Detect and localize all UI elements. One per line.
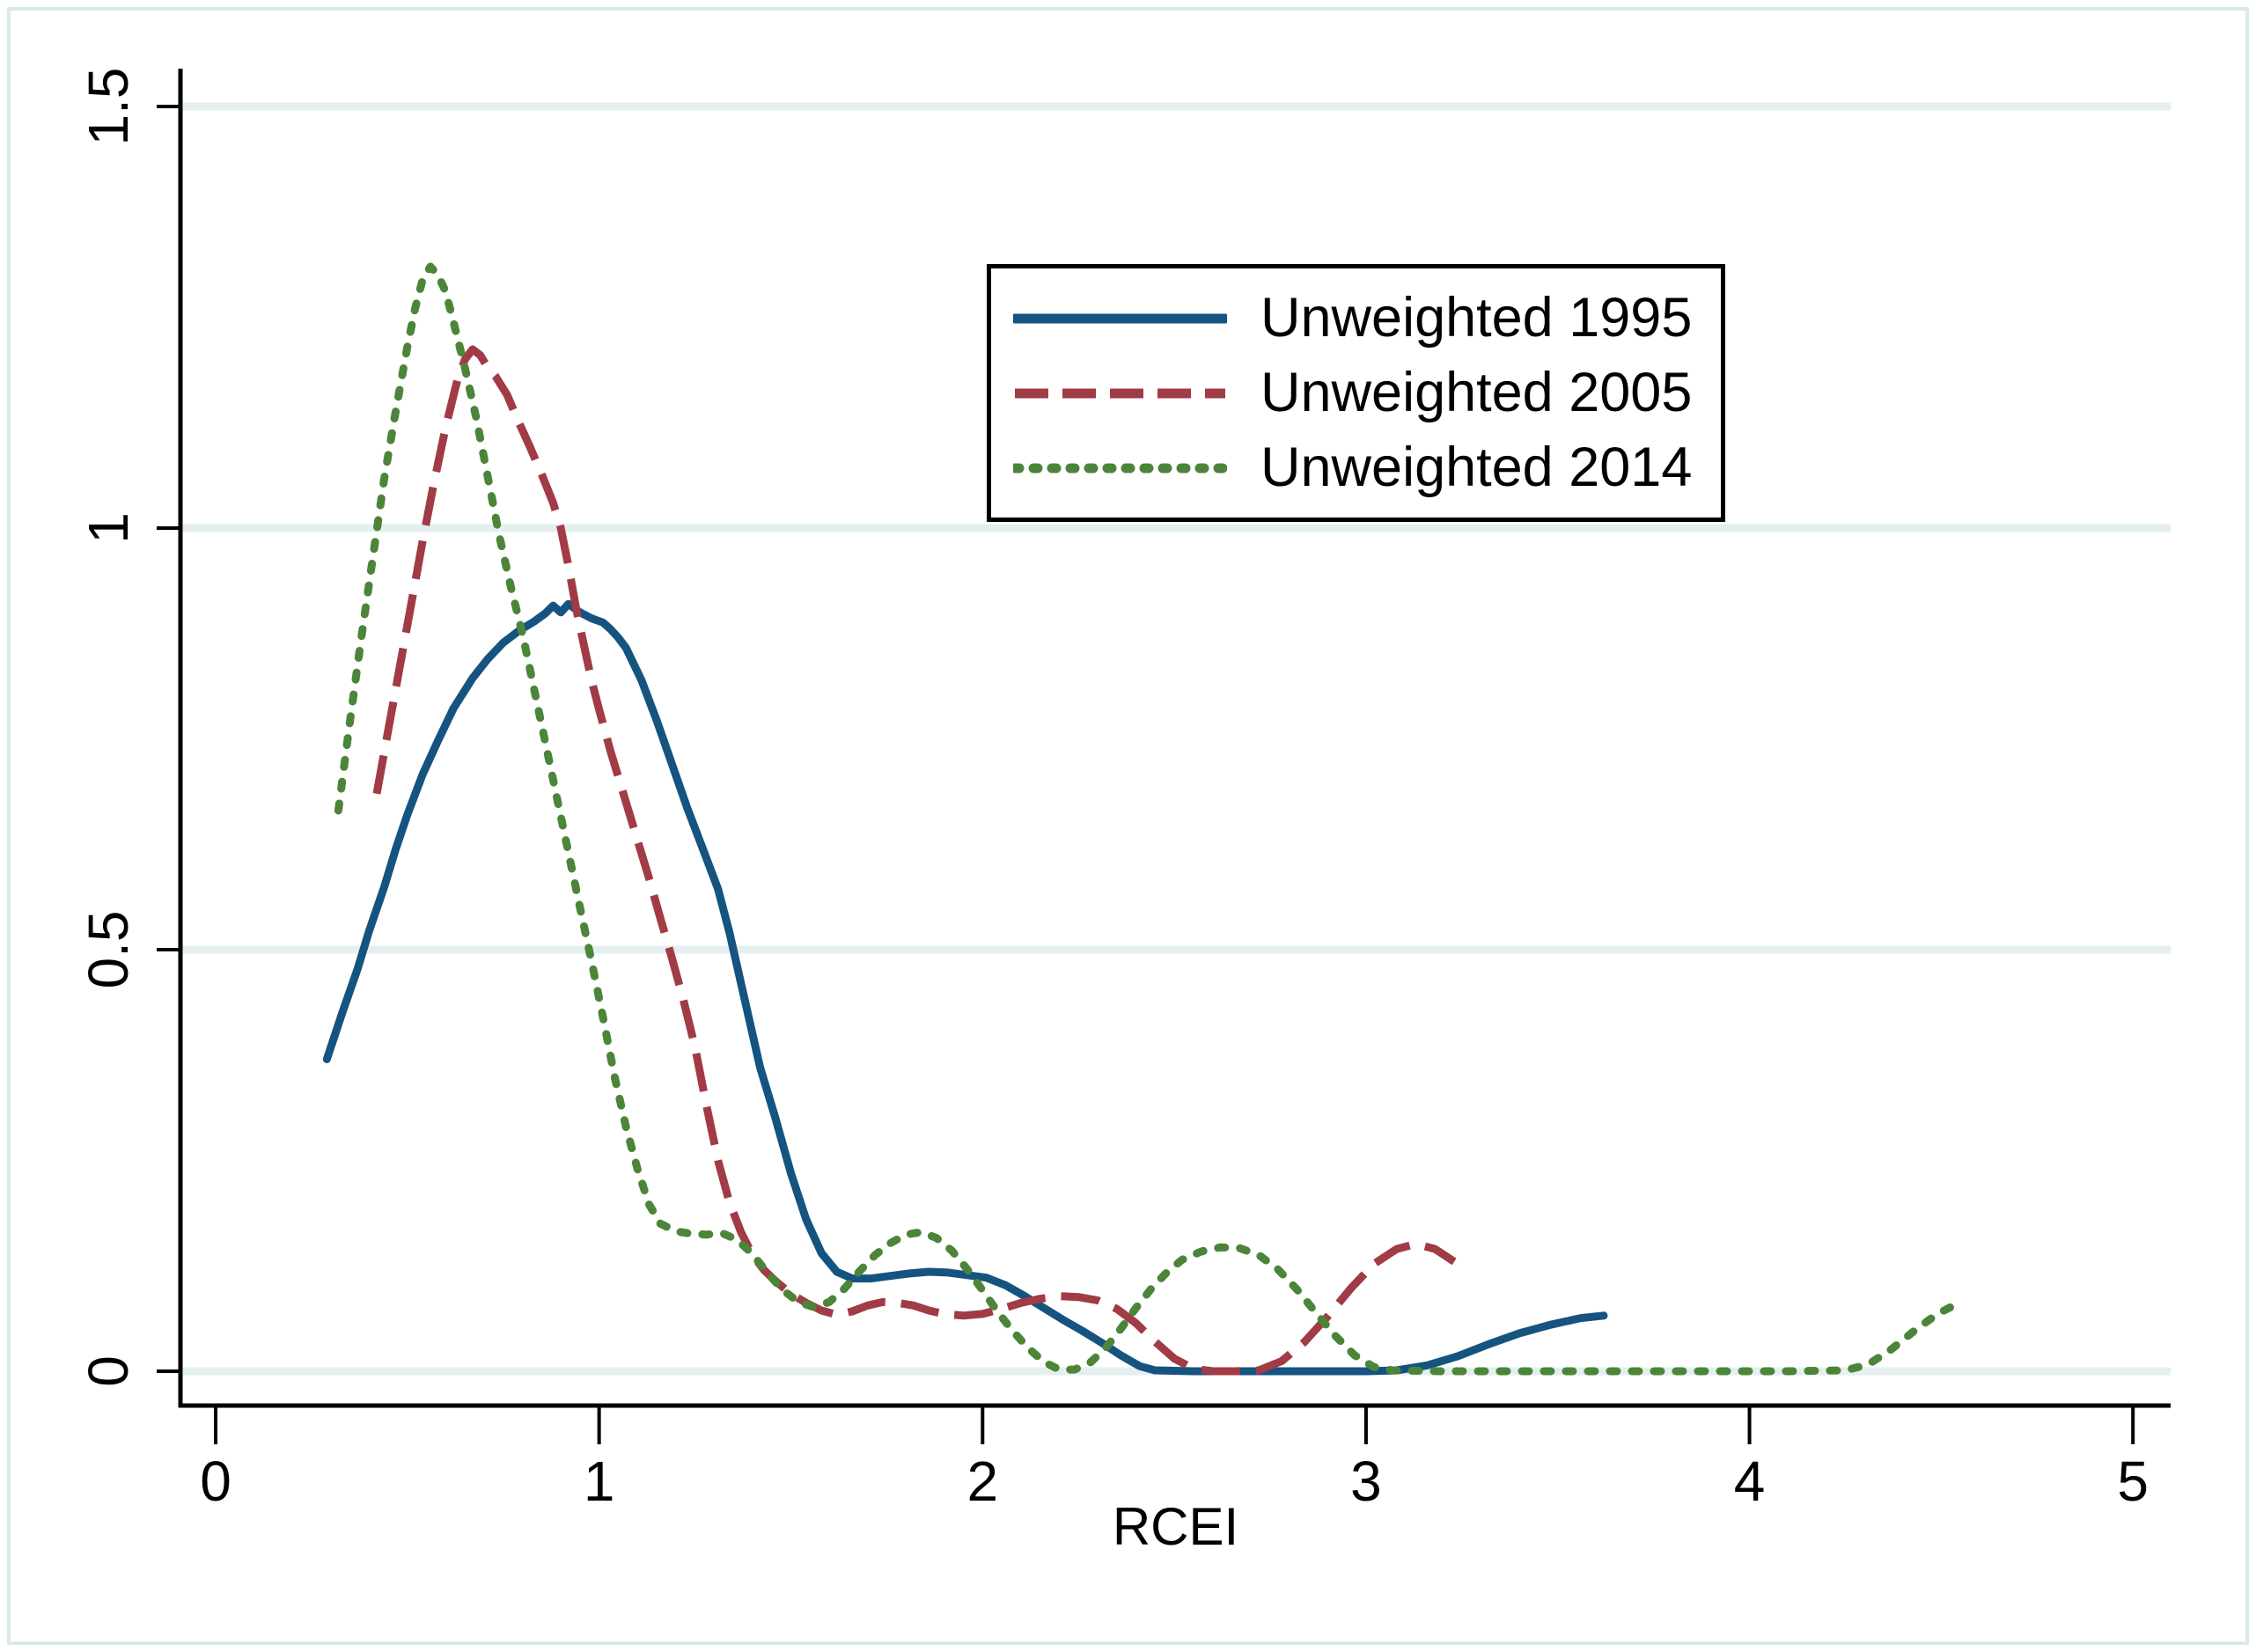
x-axis-title: RCEI — [1112, 1497, 1239, 1556]
y-tick-label-1.5: 1.5 — [77, 68, 140, 146]
legend-row-1995: Unweighted 1995 — [991, 287, 1721, 350]
x-tick-label-4: 4 — [1734, 1450, 1766, 1513]
legend-line-solid-sample — [1013, 313, 1227, 323]
legend-label-2005: Unweighted 2005 — [1260, 362, 1693, 423]
legend-row-2014: Unweighted 2014 — [991, 437, 1721, 500]
x-tick-label-2: 2 — [966, 1450, 998, 1513]
legend-line-dotted-sample — [1013, 463, 1227, 473]
legend-row-2005: Unweighted 2005 — [991, 362, 1721, 425]
series-line-unweighted-2014 — [334, 262, 1965, 1376]
x-tick-label-5: 5 — [2117, 1450, 2149, 1513]
x-tick-label-1: 1 — [584, 1450, 615, 1513]
legend-box: Unweighted 1995 Unweighted 2005 Unweight… — [987, 264, 1725, 522]
legend-line-dashed-sample — [1015, 388, 1225, 398]
y-tick-label-1: 1 — [77, 512, 140, 544]
legend-label-1995: Unweighted 1995 — [1260, 287, 1693, 349]
legend-label-2014: Unweighted 2014 — [1260, 437, 1693, 498]
y-tick-label-0.5: 0.5 — [77, 911, 140, 989]
x-tick-label-3: 3 — [1350, 1450, 1382, 1513]
y-tick-label-0: 0 — [77, 1355, 140, 1387]
series-line-unweighted-1995 — [322, 599, 1608, 1376]
series-line-unweighted-2005 — [372, 345, 1457, 1376]
x-tick-label-0: 0 — [200, 1450, 231, 1513]
